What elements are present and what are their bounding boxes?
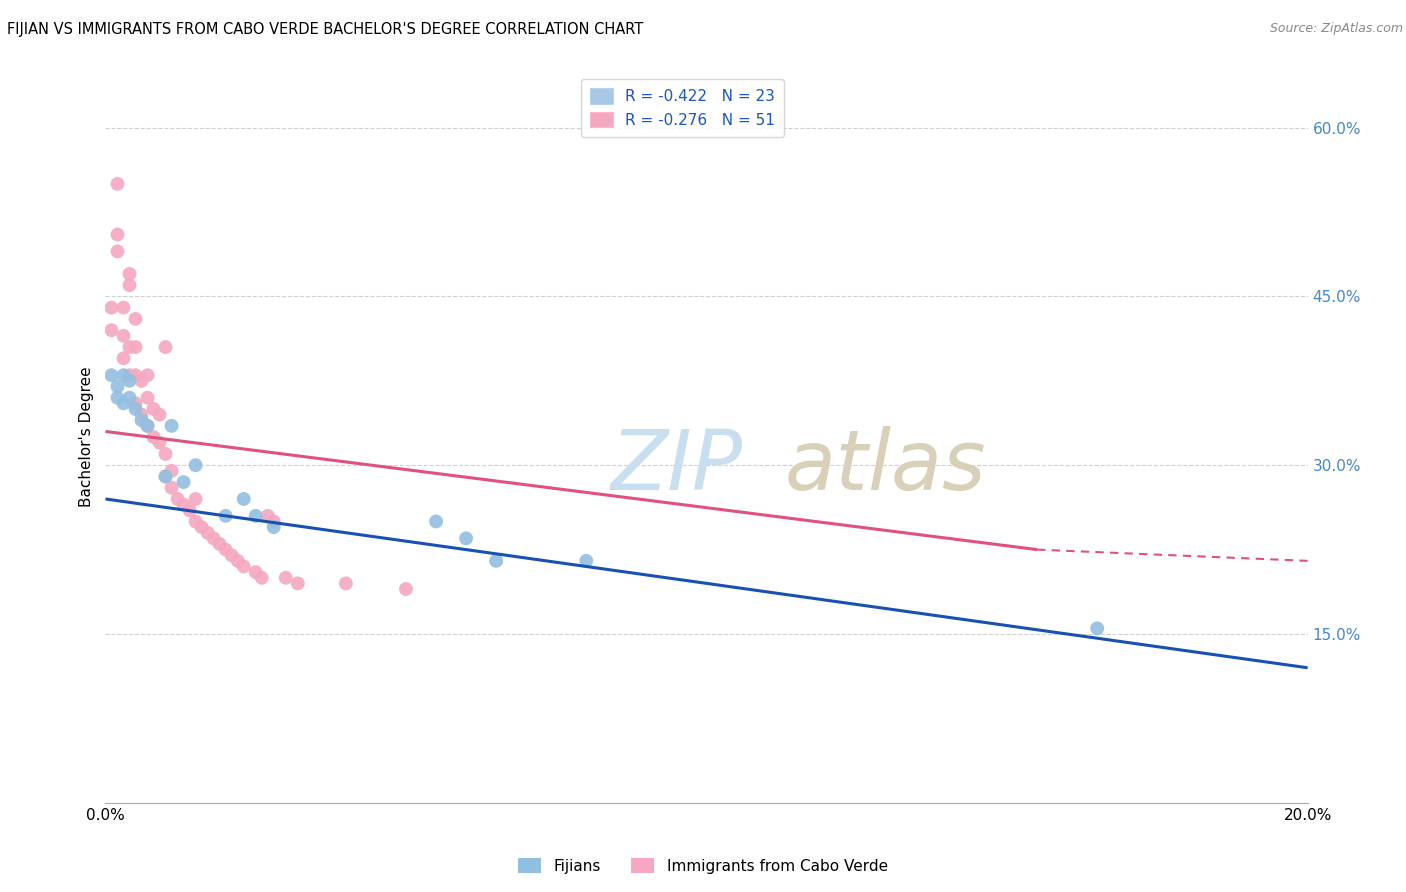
Legend: R = -0.422   N = 23, R = -0.276   N = 51: R = -0.422 N = 23, R = -0.276 N = 51 [581, 79, 785, 137]
Point [575, 554, 598, 568]
Text: Source: ZipAtlas.com: Source: ZipAtlas.com [1270, 22, 1403, 36]
Point [107, 227, 129, 242]
Point [100, 368, 122, 383]
Point [287, 576, 309, 591]
Point [107, 379, 129, 393]
Point [112, 328, 135, 343]
Point [232, 491, 254, 506]
Point [155, 469, 177, 483]
Point [112, 396, 135, 410]
Point [142, 401, 165, 416]
Point [107, 244, 129, 259]
Point [131, 413, 153, 427]
Point [256, 508, 278, 523]
Legend: Fijians, Immigrants from Cabo Verde: Fijians, Immigrants from Cabo Verde [512, 852, 894, 880]
Point [112, 368, 135, 383]
Point [197, 525, 219, 540]
Point [232, 559, 254, 574]
Point [124, 401, 146, 416]
Point [245, 565, 267, 579]
Point [226, 554, 249, 568]
Point [1085, 621, 1108, 635]
Point [131, 408, 153, 422]
Point [160, 464, 183, 478]
Point [184, 458, 207, 473]
Point [112, 301, 135, 315]
Point [136, 391, 159, 405]
Point [335, 576, 357, 591]
Point [107, 177, 129, 191]
Point [112, 351, 135, 366]
Point [425, 515, 447, 529]
Y-axis label: Bachelor's Degree: Bachelor's Degree [79, 367, 94, 508]
Point [136, 418, 159, 433]
Point [166, 491, 188, 506]
Point [208, 537, 231, 551]
Point [250, 571, 273, 585]
Point [395, 582, 418, 596]
Point [107, 391, 129, 405]
Point [245, 508, 267, 523]
Point [118, 278, 141, 293]
Point [179, 503, 201, 517]
Text: ZIP: ZIP [610, 425, 742, 507]
Point [454, 532, 477, 546]
Point [155, 340, 177, 354]
Point [160, 481, 183, 495]
Point [100, 323, 122, 337]
Point [173, 475, 195, 489]
Text: FIJIAN VS IMMIGRANTS FROM CABO VERDE BACHELOR'S DEGREE CORRELATION CHART: FIJIAN VS IMMIGRANTS FROM CABO VERDE BAC… [7, 22, 644, 37]
Point [136, 368, 159, 383]
Point [124, 312, 146, 326]
Point [214, 542, 236, 557]
Point [184, 491, 207, 506]
Point [184, 515, 207, 529]
Point [118, 374, 141, 388]
Point [118, 368, 141, 383]
Point [202, 532, 225, 546]
Point [124, 396, 146, 410]
Point [124, 340, 146, 354]
Point [100, 301, 122, 315]
Point [118, 267, 141, 281]
Text: atlas: atlas [785, 425, 986, 507]
Point [160, 418, 183, 433]
Point [263, 520, 285, 534]
Point [155, 447, 177, 461]
Point [124, 368, 146, 383]
Point [118, 340, 141, 354]
Point [274, 571, 297, 585]
Point [263, 515, 285, 529]
Point [155, 469, 177, 483]
Point [148, 435, 170, 450]
Point [118, 391, 141, 405]
Point [190, 520, 212, 534]
Point [221, 548, 243, 562]
Point [136, 418, 159, 433]
Point [173, 498, 195, 512]
Point [148, 408, 170, 422]
Point [142, 430, 165, 444]
Point [131, 374, 153, 388]
Point [214, 508, 236, 523]
Point [485, 554, 508, 568]
